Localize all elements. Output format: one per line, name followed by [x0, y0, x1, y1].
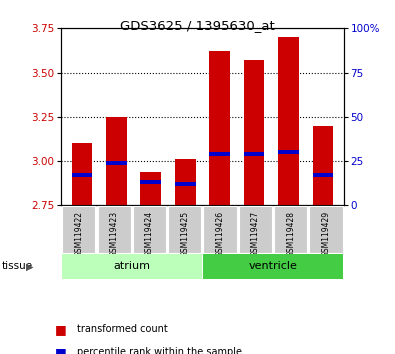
Text: GSM119425: GSM119425	[180, 211, 189, 257]
Bar	[309, 206, 342, 253]
Text: GSM119429: GSM119429	[322, 211, 331, 257]
Bar	[71, 173, 92, 177]
Text: ventricle: ventricle	[248, 261, 297, 272]
Bar	[168, 206, 201, 253]
Text: ■: ■	[55, 323, 67, 336]
Bar	[175, 159, 196, 205]
Text: GDS3625 / 1395630_at: GDS3625 / 1395630_at	[120, 19, 275, 33]
Bar	[141, 172, 161, 205]
Bar	[278, 37, 299, 205]
Bar	[313, 126, 333, 205]
Bar	[203, 254, 343, 279]
Bar	[106, 161, 127, 165]
Text: GSM119426: GSM119426	[216, 211, 225, 257]
Text: GSM119423: GSM119423	[110, 211, 118, 257]
Bar	[141, 181, 161, 184]
Bar	[175, 182, 196, 186]
Bar	[278, 150, 299, 154]
Text: ■: ■	[55, 346, 67, 354]
Text: GSM119424: GSM119424	[145, 211, 154, 257]
Text: GSM119428: GSM119428	[286, 211, 295, 257]
Bar	[244, 152, 264, 156]
Text: tissue: tissue	[2, 261, 33, 272]
Text: ▶: ▶	[26, 261, 34, 272]
Bar	[313, 173, 333, 177]
Bar	[62, 206, 96, 253]
Bar	[62, 254, 202, 279]
Bar	[209, 152, 230, 156]
Bar	[203, 206, 237, 253]
Text: percentile rank within the sample: percentile rank within the sample	[77, 347, 242, 354]
Bar	[106, 117, 127, 205]
Text: GSM119427: GSM119427	[251, 211, 260, 257]
Bar	[71, 143, 92, 205]
Bar	[209, 51, 230, 205]
Bar	[98, 206, 131, 253]
Text: atrium: atrium	[113, 261, 150, 272]
Bar	[133, 206, 166, 253]
Text: GSM119422: GSM119422	[74, 211, 83, 257]
Bar	[239, 206, 272, 253]
Bar	[274, 206, 307, 253]
Text: transformed count: transformed count	[77, 324, 168, 334]
Bar	[244, 60, 264, 205]
